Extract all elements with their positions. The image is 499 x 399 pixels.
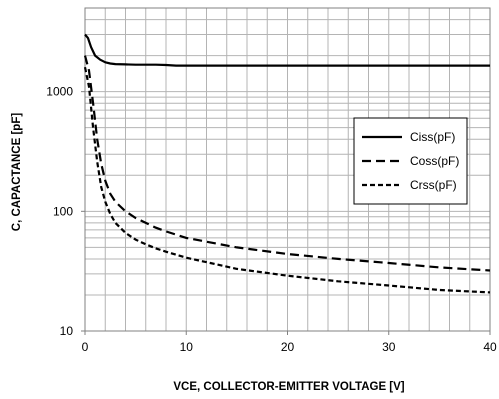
x-tick-label: 0 (82, 340, 89, 354)
x-tick-label: 40 (483, 340, 497, 354)
x-tick-label: 20 (281, 340, 295, 354)
legend: Ciss(pF) Coss(pF) Crss(pF) (353, 117, 468, 205)
series-lines (83, 33, 491, 294)
legend-box (353, 117, 468, 205)
series-line-coss-pf (83, 55, 491, 272)
x-tick-label: 30 (382, 340, 396, 354)
series-line-ciss-pf (84, 33, 490, 67)
x-tick-label: 10 (180, 340, 194, 354)
legend-label-ciss-pf: Ciss(pF) (410, 130, 455, 144)
series-line-crss-pf (83, 66, 491, 294)
legend-label-coss-pf: Coss(pF) (410, 154, 459, 168)
y-tick-label: 100 (53, 204, 73, 218)
y-tick-label: 1000 (46, 85, 73, 99)
y-axis-title: C, CAPACTANCE [pF] (11, 113, 23, 232)
x-axis-title: VCE, COLLECTOR-EMITTER VOLTAGE [V] (173, 381, 404, 393)
legend-label-crss-pf: Crss(pF) (410, 178, 457, 192)
tick-labels: 0 10 20 30 40 10 100 1000 (46, 85, 497, 354)
y-tick-label: 10 (60, 324, 74, 338)
grid (84, 7, 491, 332)
